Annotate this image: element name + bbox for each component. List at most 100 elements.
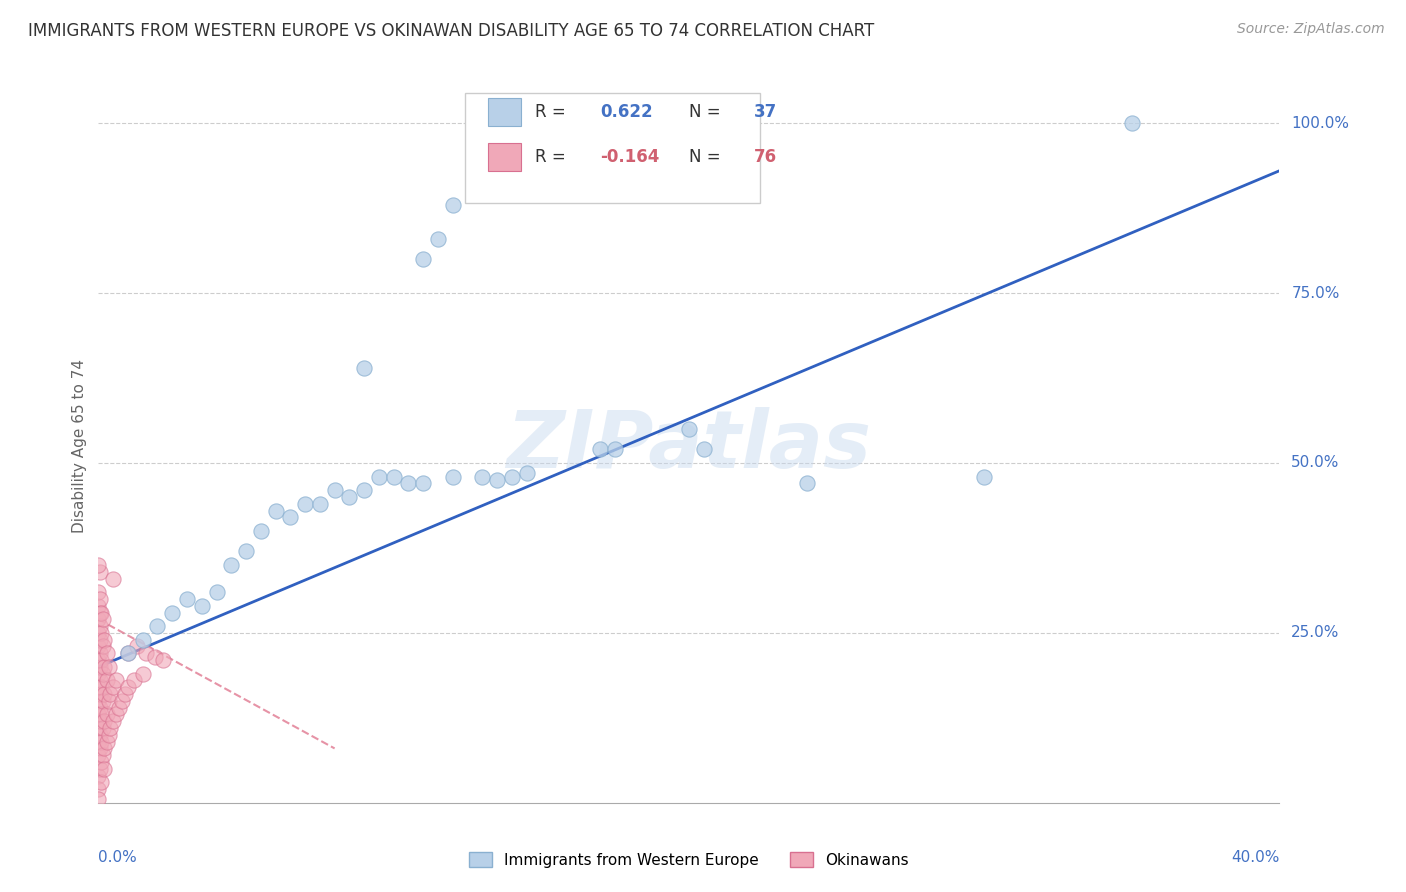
Point [589, 442, 612, 457]
Point [90, 707, 112, 722]
Point [87, 585, 110, 599]
Point [87, 721, 110, 735]
Point [87, 558, 110, 572]
Text: 76: 76 [754, 148, 778, 166]
Point [89, 660, 111, 674]
Point [96, 707, 118, 722]
Point [103, 572, 125, 586]
Point [90, 755, 112, 769]
Point [309, 497, 332, 511]
Point [87, 612, 110, 626]
Point [89, 741, 111, 756]
Point [90, 680, 112, 694]
Point [396, 476, 419, 491]
Text: R =: R = [536, 148, 571, 166]
Point [93, 660, 115, 674]
Point [87, 694, 110, 708]
Point [89, 632, 111, 647]
Point [89, 673, 111, 688]
Bar [488, 98, 522, 127]
Text: 40.0%: 40.0% [1232, 850, 1279, 865]
Text: R =: R = [536, 103, 571, 121]
Point [96, 734, 118, 748]
Point [89, 728, 111, 742]
Point [441, 469, 464, 483]
Text: ZIPatlas: ZIPatlas [506, 407, 872, 485]
Text: 50.0%: 50.0% [1291, 456, 1340, 470]
Point [132, 632, 155, 647]
Point [90, 626, 112, 640]
Point [205, 585, 228, 599]
Bar [488, 144, 522, 171]
Text: N =: N = [689, 103, 725, 121]
FancyBboxPatch shape [464, 93, 759, 203]
Point [143, 649, 166, 664]
Point [337, 490, 360, 504]
Point [89, 700, 111, 714]
Point [97, 694, 120, 708]
Point [87, 626, 110, 640]
Point [323, 483, 346, 498]
Point [114, 687, 136, 701]
Point [973, 469, 995, 483]
Point [89, 762, 111, 776]
Point [90, 653, 112, 667]
Point [91, 640, 114, 654]
Point [605, 442, 627, 457]
Point [87, 769, 110, 783]
Text: 25.0%: 25.0% [1291, 625, 1340, 640]
Point [91, 666, 114, 681]
Point [91, 694, 114, 708]
Point [91, 612, 114, 626]
Point [87, 782, 110, 797]
Text: 0.622: 0.622 [600, 103, 652, 121]
Point [250, 524, 273, 538]
Point [796, 476, 818, 491]
Point [93, 687, 115, 701]
Point [87, 792, 110, 806]
Point [125, 640, 148, 654]
Point [90, 606, 112, 620]
Point [122, 673, 145, 688]
Point [97, 728, 120, 742]
Point [191, 599, 214, 613]
Point [91, 721, 114, 735]
Point [278, 510, 302, 524]
Point [678, 422, 700, 436]
Point [103, 714, 125, 729]
Point [353, 483, 375, 498]
Point [97, 660, 120, 674]
Point [427, 232, 450, 246]
Legend: Immigrants from Western Europe, Okinawans: Immigrants from Western Europe, Okinawan… [463, 846, 915, 873]
Point [412, 476, 434, 491]
Point [87, 653, 110, 667]
Point [108, 700, 131, 714]
Point [132, 666, 155, 681]
Text: -0.164: -0.164 [600, 148, 659, 166]
Point [412, 252, 434, 266]
Point [105, 707, 128, 722]
Point [117, 646, 139, 660]
Point [87, 599, 110, 613]
Point [135, 646, 157, 660]
Text: 75.0%: 75.0% [1291, 285, 1340, 301]
Point [693, 442, 716, 457]
Point [105, 673, 128, 688]
Point [87, 640, 110, 654]
Point [93, 762, 115, 776]
Point [471, 469, 494, 483]
Point [89, 646, 111, 660]
Text: N =: N = [689, 148, 725, 166]
Point [96, 646, 118, 660]
Point [98, 687, 121, 701]
Point [98, 721, 121, 735]
Point [162, 606, 183, 620]
Point [219, 558, 243, 572]
Point [516, 466, 538, 480]
Point [1121, 116, 1143, 130]
Point [441, 198, 464, 212]
Text: Source: ZipAtlas.com: Source: ZipAtlas.com [1237, 22, 1385, 37]
Text: 100.0%: 100.0% [1291, 116, 1350, 131]
Point [89, 687, 111, 701]
Point [90, 775, 112, 789]
